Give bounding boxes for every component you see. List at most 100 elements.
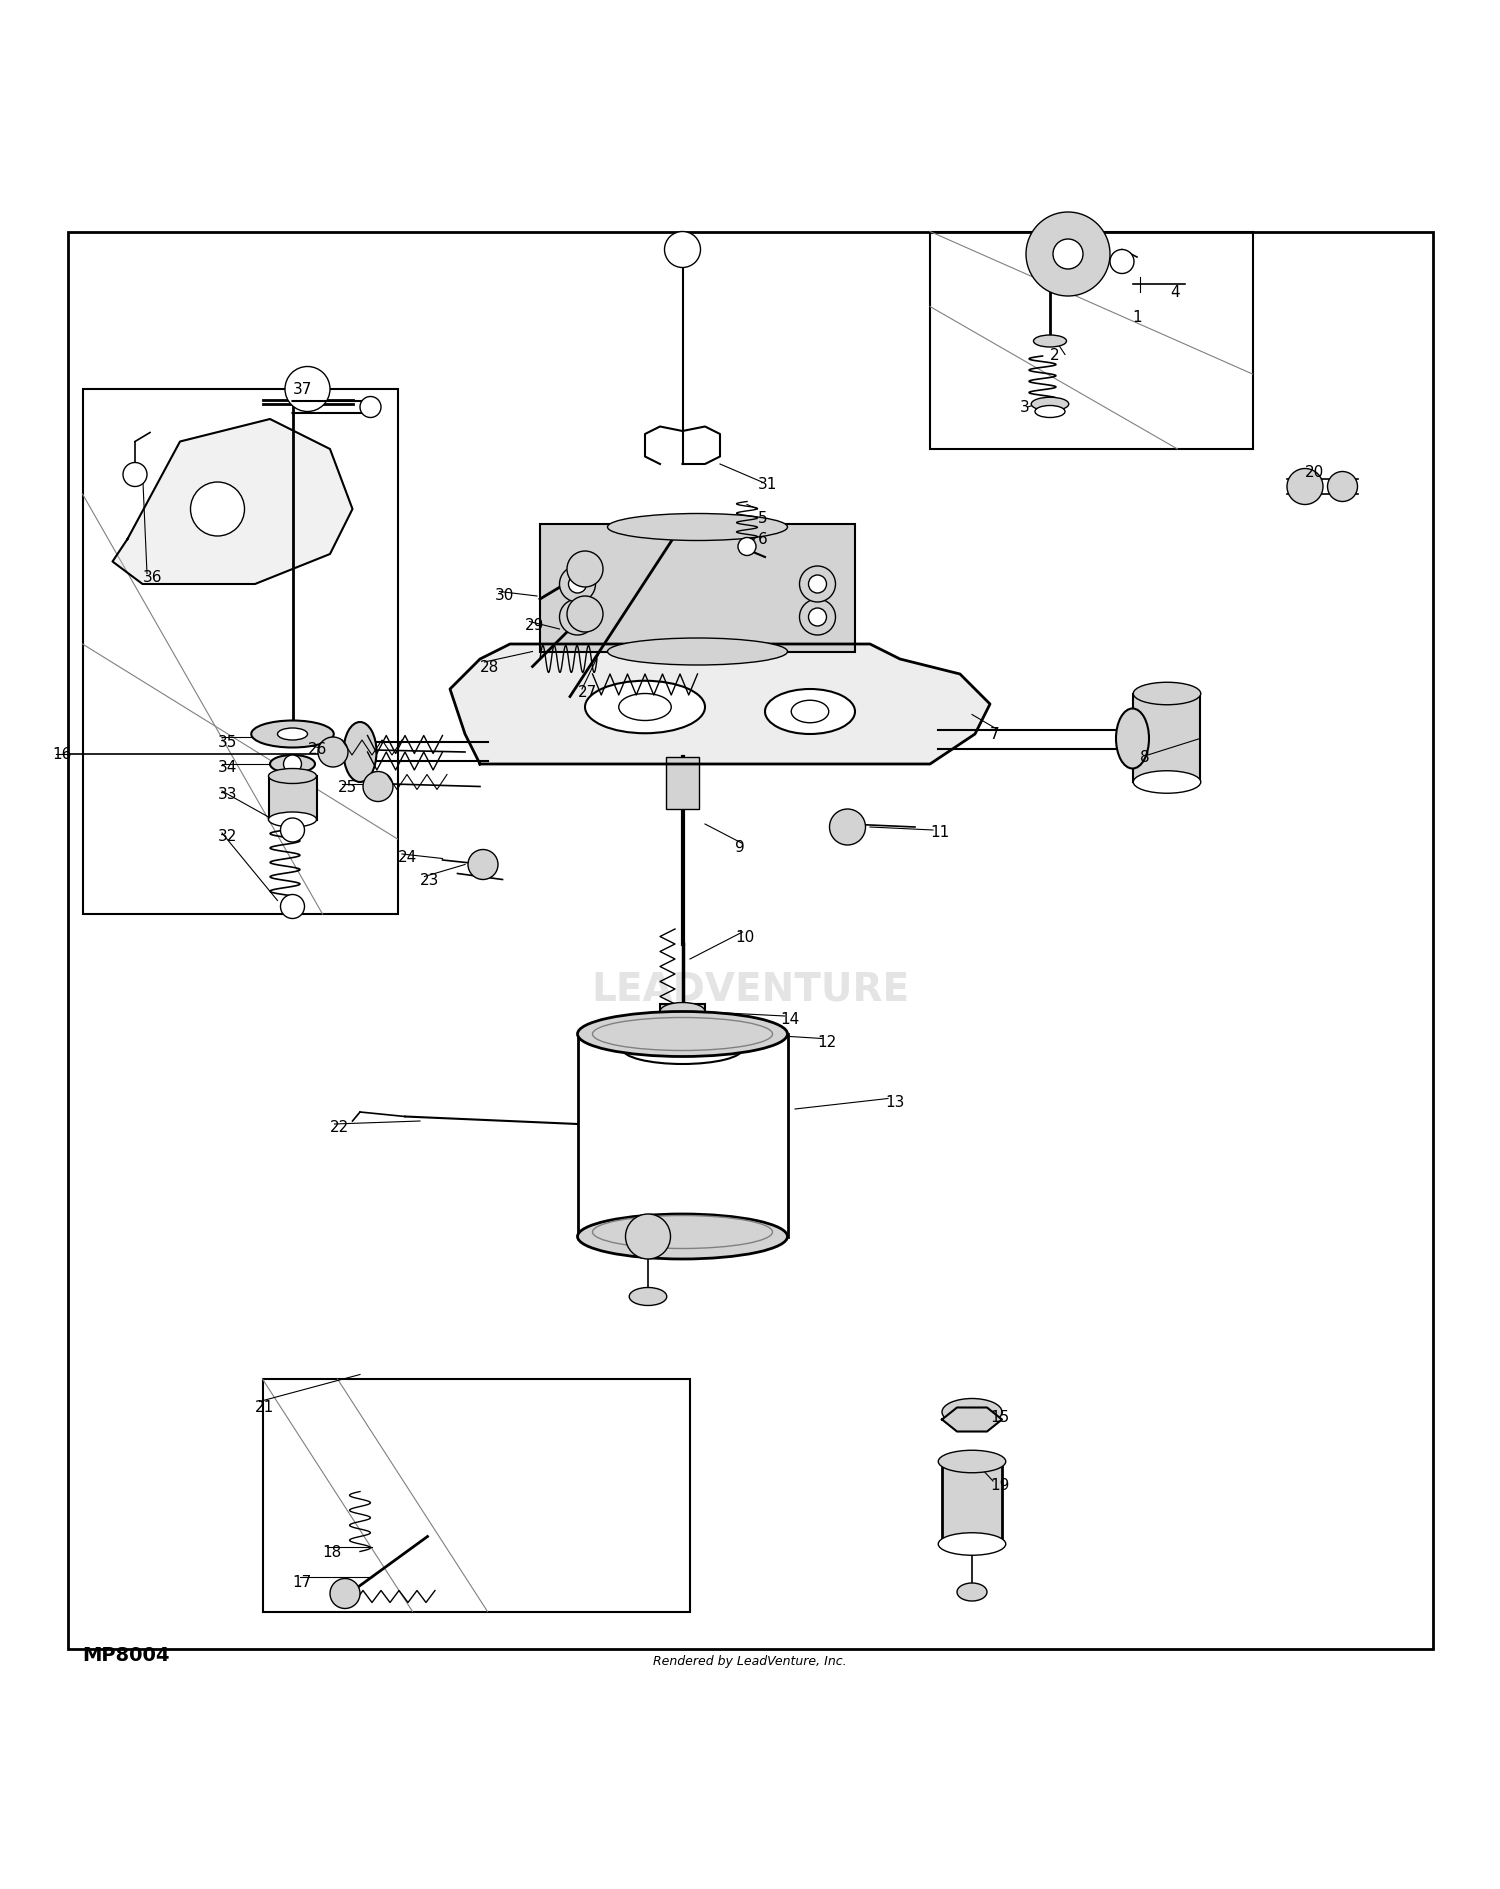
Text: 34: 34: [217, 759, 237, 774]
Circle shape: [280, 895, 304, 920]
Ellipse shape: [278, 729, 308, 740]
Circle shape: [123, 463, 147, 487]
Text: 1: 1: [1132, 310, 1142, 325]
Ellipse shape: [939, 1451, 1005, 1473]
Ellipse shape: [618, 693, 672, 722]
Circle shape: [1110, 251, 1134, 274]
Text: 20: 20: [1305, 465, 1324, 480]
Ellipse shape: [1134, 684, 1200, 705]
Circle shape: [1026, 213, 1110, 297]
Circle shape: [330, 1579, 360, 1609]
FancyBboxPatch shape: [578, 1035, 788, 1237]
Ellipse shape: [939, 1534, 1005, 1555]
Text: 33: 33: [217, 788, 237, 803]
Ellipse shape: [1032, 399, 1068, 412]
Text: 31: 31: [758, 476, 777, 491]
Text: 13: 13: [885, 1094, 904, 1109]
Polygon shape: [112, 419, 352, 586]
Ellipse shape: [268, 769, 316, 784]
Ellipse shape: [585, 682, 705, 733]
Circle shape: [808, 576, 826, 593]
Text: 28: 28: [480, 659, 500, 674]
Circle shape: [568, 576, 586, 593]
Text: 17: 17: [292, 1574, 312, 1589]
Ellipse shape: [1034, 336, 1066, 348]
Polygon shape: [450, 644, 990, 765]
FancyBboxPatch shape: [540, 525, 855, 652]
Text: 21: 21: [255, 1398, 274, 1413]
Ellipse shape: [251, 722, 333, 748]
Ellipse shape: [942, 1398, 1002, 1426]
FancyBboxPatch shape: [660, 1005, 705, 1022]
Text: 24: 24: [398, 850, 417, 865]
Text: 19: 19: [990, 1477, 1010, 1492]
Circle shape: [800, 567, 836, 603]
Ellipse shape: [578, 1013, 788, 1058]
FancyBboxPatch shape: [666, 757, 699, 810]
Ellipse shape: [344, 723, 376, 782]
Ellipse shape: [660, 1003, 705, 1020]
Ellipse shape: [1134, 771, 1200, 793]
Circle shape: [190, 484, 244, 536]
Circle shape: [800, 599, 836, 637]
Polygon shape: [942, 1407, 1002, 1432]
Ellipse shape: [765, 689, 855, 735]
Ellipse shape: [608, 514, 788, 542]
Ellipse shape: [578, 1215, 788, 1260]
FancyBboxPatch shape: [942, 1462, 1002, 1543]
Text: 15: 15: [990, 1409, 1010, 1424]
Text: 27: 27: [578, 686, 597, 701]
Ellipse shape: [792, 701, 828, 723]
Circle shape: [280, 818, 304, 842]
Text: 36: 36: [142, 570, 162, 586]
Text: 9: 9: [735, 839, 744, 854]
Circle shape: [285, 366, 330, 412]
Ellipse shape: [270, 756, 315, 774]
Circle shape: [568, 608, 586, 627]
FancyBboxPatch shape: [268, 776, 316, 820]
Circle shape: [1053, 240, 1083, 270]
Circle shape: [318, 737, 348, 767]
Circle shape: [626, 1215, 670, 1260]
Ellipse shape: [622, 1035, 742, 1064]
Text: 6: 6: [758, 533, 766, 548]
Text: 3: 3: [1020, 400, 1029, 416]
Text: Rendered by LeadVenture, Inc.: Rendered by LeadVenture, Inc.: [652, 1655, 847, 1668]
Circle shape: [1328, 472, 1358, 502]
Circle shape: [360, 397, 381, 417]
Text: 22: 22: [330, 1120, 350, 1135]
Ellipse shape: [1035, 406, 1065, 417]
Circle shape: [284, 756, 302, 774]
Circle shape: [560, 567, 596, 603]
Ellipse shape: [608, 638, 788, 665]
Circle shape: [664, 232, 700, 268]
Text: 30: 30: [495, 587, 514, 603]
Text: 35: 35: [217, 735, 237, 750]
Circle shape: [560, 599, 596, 637]
Text: 32: 32: [217, 829, 237, 844]
Text: 37: 37: [292, 382, 312, 397]
Circle shape: [567, 597, 603, 633]
Circle shape: [830, 810, 866, 846]
Ellipse shape: [600, 1016, 765, 1054]
Circle shape: [1287, 468, 1323, 504]
Text: 5: 5: [758, 512, 766, 527]
Text: LEADVENTURE: LEADVENTURE: [591, 971, 909, 1009]
Text: 25: 25: [338, 780, 357, 795]
Text: 16: 16: [53, 746, 72, 761]
Ellipse shape: [268, 812, 316, 827]
Text: 4: 4: [1170, 285, 1179, 300]
Circle shape: [468, 850, 498, 880]
Text: 18: 18: [322, 1543, 342, 1558]
Text: 23: 23: [420, 873, 440, 888]
Ellipse shape: [1116, 708, 1149, 769]
Text: 8: 8: [1140, 750, 1149, 765]
Circle shape: [363, 773, 393, 803]
Circle shape: [738, 538, 756, 555]
Text: 29: 29: [525, 618, 544, 633]
Circle shape: [567, 552, 603, 587]
Text: MP8004: MP8004: [82, 1645, 170, 1664]
Circle shape: [808, 608, 826, 627]
Text: 14: 14: [780, 1013, 800, 1028]
Text: 7: 7: [990, 727, 999, 742]
